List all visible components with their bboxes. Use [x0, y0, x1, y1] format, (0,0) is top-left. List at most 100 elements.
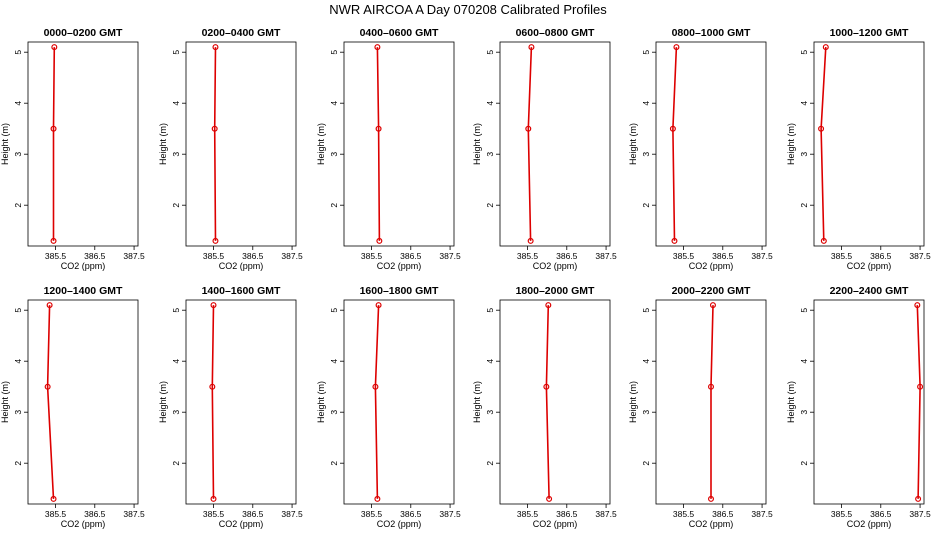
- y-axis-label: Height (m): [786, 381, 796, 423]
- x-tick-label: 385.5: [45, 509, 67, 519]
- y-tick-label: 4: [13, 101, 23, 106]
- y-tick-label: 5: [13, 50, 23, 55]
- data-point: [545, 302, 552, 309]
- profile-line: [211, 305, 215, 499]
- y-axis-label: Height (m): [786, 123, 796, 165]
- y-tick-label: 2: [799, 461, 809, 466]
- data-point: [543, 383, 550, 390]
- x-tick-label: 386.5: [870, 251, 892, 261]
- x-axis-label: CO2 (ppm): [219, 261, 264, 271]
- x-tick-label: 385.5: [361, 251, 383, 261]
- y-tick-label: 4: [13, 359, 23, 364]
- y-axis-label: Height (m): [628, 123, 638, 165]
- data-point: [671, 237, 678, 244]
- plot-frame: [27, 41, 139, 247]
- x-tick-label: 386.5: [870, 509, 892, 519]
- x-tick-label: 387.5: [123, 251, 145, 261]
- x-tick-label: 387.5: [123, 509, 145, 519]
- y-tick-label: 2: [641, 203, 651, 208]
- y-tick-label: 5: [329, 308, 339, 313]
- x-axis-label: CO2 (ppm): [847, 261, 892, 271]
- data-point: [673, 44, 680, 51]
- data-point: [210, 302, 217, 309]
- profile-line: [52, 47, 56, 241]
- data-point: [820, 237, 827, 244]
- panel: 1800–2000 GMT 385.5 386.5 387.5 2 3 4 5 CO2 (ppm…: [472, 285, 617, 529]
- profile-line: [545, 305, 550, 499]
- plot-frame: [185, 299, 297, 505]
- x-tick-label: 385.5: [45, 251, 67, 261]
- x-axis-label: CO2 (ppm): [377, 519, 422, 529]
- y-tick-label: 4: [171, 359, 181, 364]
- y-tick-label: 2: [171, 203, 181, 208]
- panel: 0800–1000 GMT 385.5 386.5 387.5 2 3 4 5 CO2 (ppm…: [628, 27, 773, 271]
- panel: 2000–2200 GMT 385.5 386.5 387.5 2 3 4 5 CO2 (ppm…: [628, 285, 773, 529]
- data-point: [211, 125, 218, 132]
- y-tick-label: 4: [641, 101, 651, 106]
- data-point: [818, 125, 825, 132]
- profile-line: [374, 305, 380, 499]
- x-axis-label: CO2 (ppm): [219, 519, 264, 529]
- x-tick-label: 387.5: [595, 251, 617, 261]
- plot-frame: [813, 299, 925, 505]
- panel-title: 1400–1600 GMT: [202, 285, 281, 297]
- x-tick-label: 385.5: [517, 251, 539, 261]
- panel: 2200–2400 GMT 385.5 386.5 387.5 2 3 4 5 CO2 (ppm…: [786, 285, 931, 529]
- y-tick-label: 3: [171, 152, 181, 157]
- x-tick-label: 386.5: [84, 509, 106, 519]
- x-tick-label: 386.5: [556, 509, 578, 519]
- y-tick-label: 5: [171, 308, 181, 313]
- plot-frame: [813, 41, 925, 247]
- x-tick-label: 387.5: [909, 251, 931, 261]
- plot-frame: [499, 299, 611, 505]
- panel: 1600–1800 GMT 385.5 386.5 387.5 2 3 4 5 CO2 (ppm…: [316, 285, 461, 529]
- data-point: [707, 383, 714, 390]
- data-point: [374, 495, 381, 502]
- y-tick-label: 5: [799, 308, 809, 313]
- panel: 1200–1400 GMT 385.5 386.5 387.5 2 3 4 5 CO2 (ppm…: [0, 285, 145, 529]
- data-point: [209, 383, 216, 390]
- x-axis-label: CO2 (ppm): [689, 519, 734, 529]
- y-tick-label: 5: [641, 50, 651, 55]
- y-tick-label: 5: [799, 50, 809, 55]
- y-tick-label: 5: [485, 50, 495, 55]
- data-point: [525, 125, 532, 132]
- data-point: [210, 495, 217, 502]
- panel-title: 2000–2200 GMT: [672, 285, 751, 297]
- y-tick-label: 2: [329, 461, 339, 466]
- plot-frame: [343, 299, 455, 505]
- y-tick-label: 2: [641, 461, 651, 466]
- panel: 0000–0200 GMT 385.5 386.5 387.5 2 3 4 5 CO2 (ppm…: [0, 27, 145, 271]
- x-tick-label: 387.5: [439, 509, 461, 519]
- data-point: [50, 125, 57, 132]
- x-tick-label: 387.5: [595, 509, 617, 519]
- data-point: [376, 237, 383, 244]
- panel: 1400–1600 GMT 385.5 386.5 387.5 2 3 4 5 CO2 (ppm…: [158, 285, 303, 529]
- plot-frame: [655, 41, 767, 247]
- y-axis-label: Height (m): [472, 123, 482, 165]
- x-axis-label: CO2 (ppm): [61, 261, 106, 271]
- y-tick-label: 2: [485, 461, 495, 466]
- profile-line: [376, 47, 381, 241]
- y-axis-label: Height (m): [628, 381, 638, 423]
- y-tick-label: 5: [485, 308, 495, 313]
- panel-title: 1200–1400 GMT: [44, 285, 123, 297]
- y-tick-label: 3: [641, 410, 651, 415]
- x-axis-label: CO2 (ppm): [533, 519, 578, 529]
- y-tick-label: 5: [329, 50, 339, 55]
- data-point: [822, 44, 829, 51]
- y-axis-label: Height (m): [0, 381, 10, 423]
- y-tick-label: 3: [329, 152, 339, 157]
- y-tick-label: 2: [329, 203, 339, 208]
- y-tick-label: 4: [485, 359, 495, 364]
- panel: 0200–0400 GMT 385.5 386.5 387.5 2 3 4 5 CO2 (ppm…: [158, 27, 303, 271]
- x-axis-label: CO2 (ppm): [847, 519, 892, 529]
- panel-title: 0800–1000 GMT: [672, 27, 751, 39]
- panel-title: 2200–2400 GMT: [830, 285, 909, 297]
- data-point: [44, 383, 51, 390]
- data-point: [212, 44, 219, 51]
- y-tick-label: 4: [641, 359, 651, 364]
- y-tick-label: 2: [171, 461, 181, 466]
- x-tick-label: 387.5: [281, 509, 303, 519]
- plot-frame: [499, 41, 611, 247]
